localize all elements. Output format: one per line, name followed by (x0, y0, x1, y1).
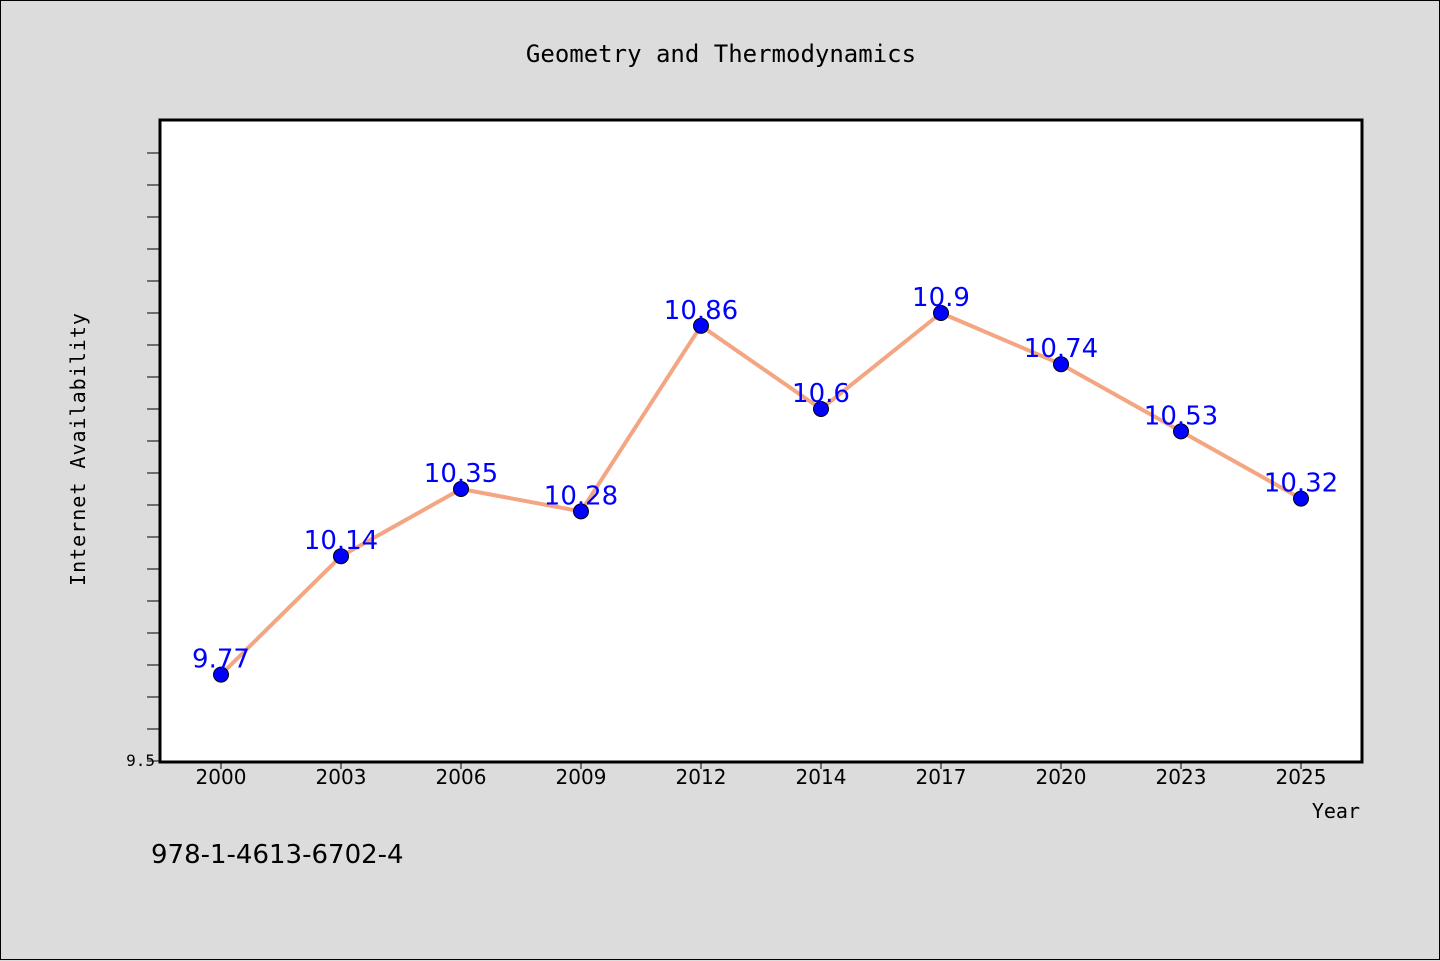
x-tick-label: 2025 (1276, 765, 1327, 789)
x-tick-label: 2009 (556, 765, 607, 789)
series-line (219, 311, 1302, 677)
data-label: 10.32 (1264, 469, 1338, 499)
y-axis-ticks: 9.5 (126, 152, 160, 770)
data-label: 10.53 (1144, 401, 1218, 431)
data-point (1173, 423, 1189, 440)
data-label: 10.14 (304, 526, 378, 556)
series-layer (213, 305, 1309, 683)
data-point (693, 317, 709, 334)
data-label-layer: 9.77 10.14 10.35 10.28 10.86 10.6 10.9 10.74 10.… (192, 283, 1338, 675)
x-tick-label: 2017 (916, 765, 967, 789)
data-point (213, 666, 229, 683)
data-point (453, 481, 469, 497)
y-tick-label: 9.5 (126, 751, 155, 770)
x-axis-label: Year (1312, 799, 1360, 823)
data-point (813, 401, 829, 417)
data-point (573, 503, 589, 520)
x-tick-label: 2012 (676, 765, 727, 789)
x-tick-label: 2014 (796, 765, 847, 789)
y-axis-label: Internet Availability (66, 312, 90, 586)
x-tick-label: 2023 (1156, 765, 1207, 789)
data-point (333, 548, 349, 565)
x-tick-label: 2000 (196, 765, 247, 789)
data-point (1053, 356, 1069, 373)
x-axis-ticks: 2000 2003 2006 2009 2012 2014 2017 2020 2023 2025 (196, 762, 1327, 789)
isbn-text: 978-1-4613-6702-4 (151, 840, 404, 870)
data-label: 9.77 (192, 645, 250, 675)
chart-title: Geometry and Thermodynamics (526, 40, 916, 68)
data-label: 10.9 (912, 283, 970, 313)
plot-area (158, 118, 1364, 764)
data-label: 10.6 (792, 379, 850, 409)
x-tick-label: 2003 (316, 765, 367, 789)
x-tick-label: 2006 (436, 765, 487, 789)
x-tick-label: 2020 (1036, 765, 1087, 789)
data-point (933, 305, 949, 321)
data-label: 10.35 (424, 459, 498, 489)
data-label: 10.74 (1024, 334, 1098, 364)
data-label: 10.86 (664, 296, 738, 326)
data-point (1293, 490, 1309, 507)
data-label: 10.28 (544, 481, 618, 511)
